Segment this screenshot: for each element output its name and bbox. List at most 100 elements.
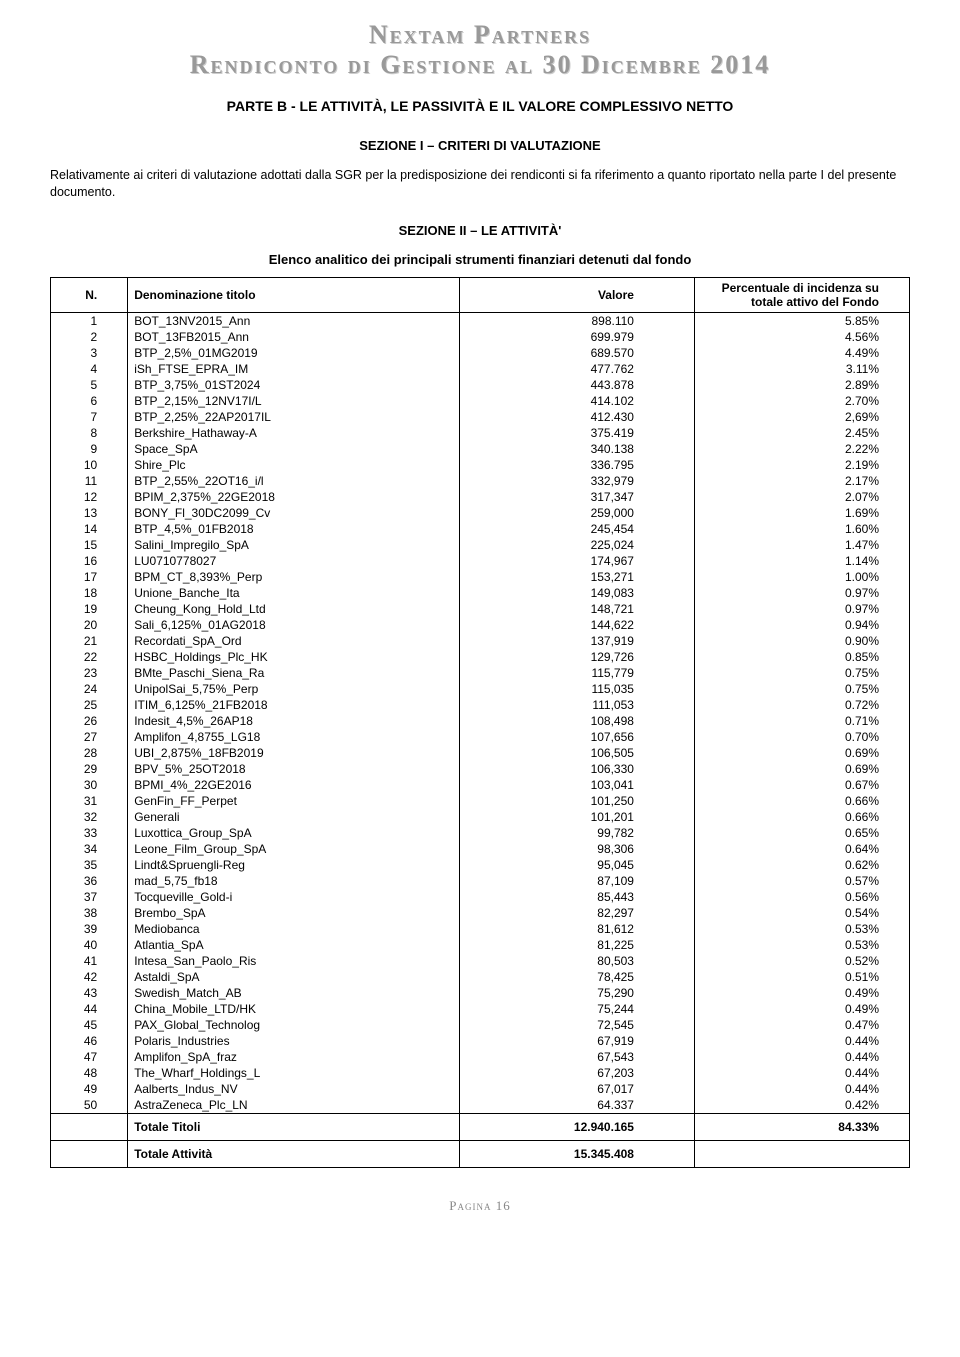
table-row: 45PAX_Global_Technolog72,5450.47% (51, 1017, 910, 1033)
cell-n: 26 (51, 713, 128, 729)
cell-pct: 0.53% (694, 921, 909, 937)
cell-name: BTP_2,5%_01MG2019 (128, 345, 459, 361)
section-2-title: SEZIONE II – LE ATTIVITÀ' (50, 223, 910, 238)
table-row: 47Amplifon_SpA_fraz67,5430.44% (51, 1049, 910, 1065)
cell-value: 412.430 (459, 409, 694, 425)
cell-pct: 0.49% (694, 985, 909, 1001)
cell-name: Indesit_4,5%_26AP18 (128, 713, 459, 729)
table-row: 25ITIM_6,125%_21FB2018111,0530.72% (51, 697, 910, 713)
table-row: 7BTP_2,25%_22AP2017IL412.4302,69% (51, 409, 910, 425)
cell-n: 42 (51, 969, 128, 985)
cell-n: 17 (51, 569, 128, 585)
cell-name: mad_5,75_fb18 (128, 873, 459, 889)
cell-value: 106,330 (459, 761, 694, 777)
cell-pct: 0.64% (694, 841, 909, 857)
cell-value: 75,244 (459, 1001, 694, 1017)
cell-name: Amplifon_SpA_fraz (128, 1049, 459, 1065)
cell-value: 148,721 (459, 601, 694, 617)
cell-value: 153,271 (459, 569, 694, 585)
cell-name: Space_SpA (128, 441, 459, 457)
cell-name: Berkshire_Hathaway-A (128, 425, 459, 441)
cell-name: Swedish_Match_AB (128, 985, 459, 1001)
total-titles-value: 12.940.165 (459, 1113, 694, 1140)
cell-n: 24 (51, 681, 128, 697)
cell-value: 78,425 (459, 969, 694, 985)
total-titles-row: Totale Titoli 12.940.165 84.33% (51, 1113, 910, 1140)
cell-pct: 0.67% (694, 777, 909, 793)
total-assets-label: Totale Attività (128, 1140, 459, 1167)
table-row: 32Generali101,2010.66% (51, 809, 910, 825)
cell-pct: 0.57% (694, 873, 909, 889)
cell-pct: 0.66% (694, 793, 909, 809)
cell-value: 699.979 (459, 329, 694, 345)
cell-name: BMte_Paschi_Siena_Ra (128, 665, 459, 681)
cell-name: Atlantia_SpA (128, 937, 459, 953)
cell-name: Salini_Impregilo_SpA (128, 537, 459, 553)
table-row: 35Lindt&Spruengli-Reg95,0450.62% (51, 857, 910, 873)
cell-name: BTP_3,75%_01ST2024 (128, 377, 459, 393)
cell-n: 10 (51, 457, 128, 473)
table-row: 15Salini_Impregilo_SpA225,0241.47% (51, 537, 910, 553)
cell-pct: 2.70% (694, 393, 909, 409)
cell-pct: 0.69% (694, 761, 909, 777)
cell-n: 20 (51, 617, 128, 633)
cell-name: Intesa_San_Paolo_Ris (128, 953, 459, 969)
cell-n: 3 (51, 345, 128, 361)
table-row: 26Indesit_4,5%_26AP18108,4980.71% (51, 713, 910, 729)
cell-n: 35 (51, 857, 128, 873)
table-row: 1BOT_13NV2015_Ann898.1105.85% (51, 312, 910, 329)
table-row: 5BTP_3,75%_01ST2024443.8782.89% (51, 377, 910, 393)
cell-value: 81,225 (459, 937, 694, 953)
cell-value: 101,250 (459, 793, 694, 809)
cell-value: 414.102 (459, 393, 694, 409)
cell-n: 8 (51, 425, 128, 441)
cell-name: Mediobanca (128, 921, 459, 937)
table-row: 6BTP_2,15%_12NV17I/L414.1022.70% (51, 393, 910, 409)
cell-value: 443.878 (459, 377, 694, 393)
cell-pct: 0.44% (694, 1033, 909, 1049)
cell-n: 5 (51, 377, 128, 393)
cell-value: 81,612 (459, 921, 694, 937)
table-row: 16LU0710778027174,9671.14% (51, 553, 910, 569)
cell-name: Astaldi_SpA (128, 969, 459, 985)
table-row: 46Polaris_Industries67,9190.44% (51, 1033, 910, 1049)
cell-name: BTP_2,55%_22OT16_i/l (128, 473, 459, 489)
cell-n: 28 (51, 745, 128, 761)
cell-n: 2 (51, 329, 128, 345)
cell-pct: 0.66% (694, 809, 909, 825)
cell-value: 336.795 (459, 457, 694, 473)
col-header-n: N. (51, 277, 128, 312)
table-row: 11BTP_2,55%_22OT16_i/l332,9792.17% (51, 473, 910, 489)
table-row: 19Cheung_Kong_Hold_Ltd148,7210.97% (51, 601, 910, 617)
cell-pct: 0.75% (694, 681, 909, 697)
cell-name: UBI_2,875%_18FB2019 (128, 745, 459, 761)
cell-n: 31 (51, 793, 128, 809)
table-row: 49Aalberts_Indus_NV67,0170.44% (51, 1081, 910, 1097)
col-header-pct: Percentuale di incidenza su totale attiv… (694, 277, 909, 312)
cell-name: Luxottica_Group_SpA (128, 825, 459, 841)
cell-pct: 0.85% (694, 649, 909, 665)
cell-pct: 0.44% (694, 1065, 909, 1081)
cell-name: PAX_Global_Technolog (128, 1017, 459, 1033)
cell-value: 87,109 (459, 873, 694, 889)
cell-n: 16 (51, 553, 128, 569)
cell-n: 9 (51, 441, 128, 457)
table-row: 4iSh_FTSE_EPRA_IM477.7623.11% (51, 361, 910, 377)
cell-name: Generali (128, 809, 459, 825)
cell-pct: 0.44% (694, 1049, 909, 1065)
cell-pct: 2.22% (694, 441, 909, 457)
cell-value: 898.110 (459, 312, 694, 329)
table-row: 36mad_5,75_fb1887,1090.57% (51, 873, 910, 889)
cell-name: Brembo_SpA (128, 905, 459, 921)
cell-n: 47 (51, 1049, 128, 1065)
col-header-value: Valore (459, 277, 694, 312)
table-row: 48The_Wharf_Holdings_L67,2030.44% (51, 1065, 910, 1081)
cell-name: Recordati_SpA_Ord (128, 633, 459, 649)
cell-value: 99,782 (459, 825, 694, 841)
cell-value: 106,505 (459, 745, 694, 761)
cell-n: 18 (51, 585, 128, 601)
total-titles-label: Totale Titoli (128, 1113, 459, 1140)
cell-pct: 2.17% (694, 473, 909, 489)
table-row: 18Unione_Banche_Ita149,0830.97% (51, 585, 910, 601)
table-row: 20Sali_6,125%_01AG2018144,6220.94% (51, 617, 910, 633)
